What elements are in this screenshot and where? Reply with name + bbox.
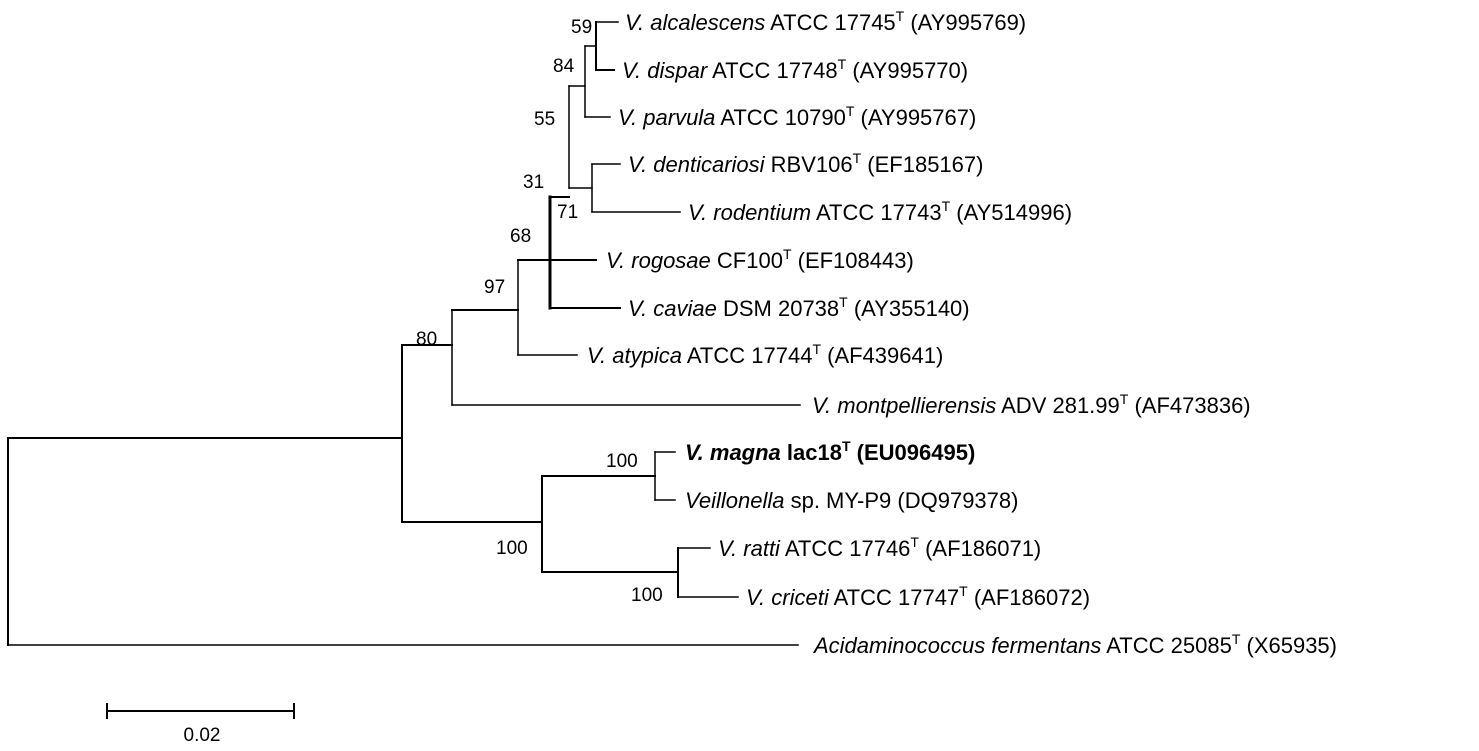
strain-designation: RBV106 — [765, 152, 853, 177]
strain-designation: ATCC 17747 — [829, 585, 959, 610]
accession-number: (AY355140) — [848, 296, 970, 321]
accession-number: (AF186072) — [968, 585, 1090, 610]
tree-branches — [7, 21, 801, 646]
type-strain-superscript: T — [812, 341, 821, 357]
taxon-name: Veillonella — [685, 488, 784, 513]
strain-designation: DSM 20738 — [717, 296, 839, 321]
accession-number: (EU096495) — [851, 440, 976, 465]
taxon-name: Acidaminococcus fermentans — [812, 633, 1101, 658]
taxon-label-rogosae: V. rogosae CF100T (EF108443) — [606, 246, 914, 273]
taxon-label-criceti: V. criceti ATCC 17747T (AF186072) — [746, 583, 1090, 610]
bootstrap-value: 97 — [484, 277, 505, 298]
accession-number: (AY995769) — [904, 10, 1026, 35]
strain-designation: ATCC 17745 — [765, 10, 895, 35]
taxon-label-alcalescens: V. alcalescens ATCC 17745T (AY995769) — [625, 8, 1026, 35]
taxon-name: V. rogosae — [606, 248, 711, 273]
bootstrap-value: 80 — [416, 329, 437, 350]
strain-designation: CF100 — [711, 248, 783, 273]
strain-designation: ADV 281.99 — [996, 393, 1120, 418]
accession-number: (AY995767) — [854, 105, 976, 130]
strain-designation: sp. MY-P9 — [784, 488, 891, 513]
taxon-label-dispar: V. dispar ATCC 17748T (AY995770) — [622, 56, 968, 83]
taxon-name: V. criceti — [746, 585, 830, 610]
strain-designation: ATCC 17748 — [707, 58, 837, 83]
type-strain-superscript: T — [853, 150, 862, 166]
accession-number: (DQ979378) — [891, 488, 1018, 513]
type-strain-superscript: T — [846, 103, 855, 119]
taxon-label-caviae: V. caviae DSM 20738T (AY355140) — [628, 294, 970, 321]
bootstrap-value: 71 — [557, 202, 578, 223]
taxon-label-montpellierensis: V. montpellierensis ADV 281.99T (AF47383… — [812, 391, 1251, 418]
taxon-label-atypica: V. atypica ATCC 17744T (AF439641) — [587, 341, 943, 368]
accession-number: (AY514996) — [950, 200, 1072, 225]
taxon-label-veillonella-sp: Veillonella sp. MY-P9 (DQ979378) — [685, 488, 1018, 513]
type-strain-superscript: T — [842, 438, 851, 454]
taxon-label-rodentium: V. rodentium ATCC 17743T (AY514996) — [688, 198, 1072, 225]
bootstrap-value: 84 — [553, 56, 575, 77]
type-strain-superscript: T — [839, 294, 848, 310]
taxon-label-ratti: V. ratti ATCC 17746T (AF186071) — [718, 534, 1041, 561]
strain-designation: ATCC 17746 — [780, 536, 910, 561]
bootstrap-value: 100 — [606, 451, 638, 472]
taxon-name: V. dispar — [622, 58, 709, 83]
bootstrap-value: 59 — [571, 17, 592, 38]
bootstrap-values: 59 84 55 31 71 68 97 80 100 100 100 — [416, 17, 663, 606]
bootstrap-value: 100 — [631, 585, 663, 606]
accession-number: (EF185167) — [861, 152, 983, 177]
type-strain-superscript: T — [959, 583, 968, 599]
type-strain-superscript: T — [910, 534, 919, 550]
accession-number: (AF186071) — [919, 536, 1041, 561]
type-strain-superscript: T — [838, 56, 847, 72]
taxon-label-denticariosi: V. denticariosi RBV106T (EF185167) — [628, 150, 983, 177]
type-strain-superscript: T — [783, 246, 792, 262]
strain-designation: ATCC 17744 — [682, 343, 812, 368]
type-strain-superscript: T — [942, 198, 951, 214]
strain-designation: lac18 — [781, 440, 842, 465]
strain-designation: ATCC 17743 — [811, 200, 941, 225]
taxon-labels: V. alcalescens ATCC 17745T (AY995769)V. … — [587, 8, 1337, 658]
taxon-name: V. alcalescens — [625, 10, 765, 35]
type-strain-superscript: T — [896, 8, 905, 24]
scale-bar-label: 0.02 — [184, 725, 221, 746]
taxon-name: V. atypica — [587, 343, 682, 368]
strain-designation: ATCC 10790 — [715, 105, 845, 130]
type-strain-superscript: T — [1232, 631, 1241, 647]
taxon-label-magna: V. magna lac18T (EU096495) — [685, 438, 975, 465]
accession-number: (AY995770) — [846, 58, 968, 83]
accession-number: (EF108443) — [792, 248, 914, 273]
accession-number: (AF439641) — [821, 343, 943, 368]
bootstrap-value: 55 — [534, 109, 555, 130]
strain-designation: ATCC 25085 — [1101, 633, 1231, 658]
accession-number: (AF473836) — [1128, 393, 1250, 418]
taxon-name: V. magna — [685, 440, 781, 465]
taxon-name: V. ratti — [718, 536, 781, 561]
scale-bar: 0.02 — [106, 703, 295, 746]
type-strain-superscript: T — [1120, 391, 1129, 407]
taxon-name: V. montpellierensis — [812, 393, 996, 418]
taxon-label-parvula: V. parvula ATCC 10790T (AY995767) — [618, 103, 976, 130]
taxon-name: V. rodentium — [688, 200, 811, 225]
taxon-name: V. denticariosi — [628, 152, 766, 177]
accession-number: (X65935) — [1240, 633, 1337, 658]
taxon-name: V. caviae — [628, 296, 717, 321]
bootstrap-value: 31 — [523, 172, 544, 193]
bootstrap-value: 100 — [496, 538, 528, 559]
bootstrap-value: 68 — [510, 226, 531, 247]
taxon-label-acidaminococcus: Acidaminococcus fermentans ATCC 25085T (… — [812, 631, 1337, 658]
taxon-name: V. parvula — [618, 105, 715, 130]
